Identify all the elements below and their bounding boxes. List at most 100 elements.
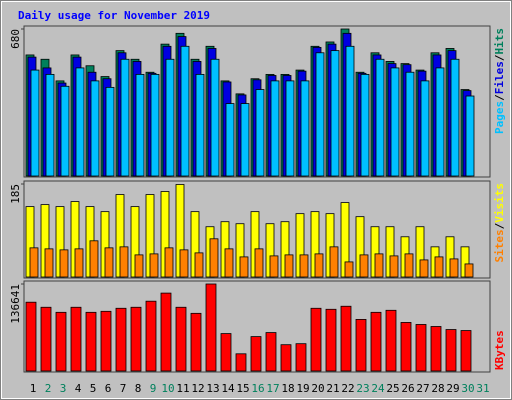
bar xyxy=(445,329,457,372)
bar xyxy=(419,259,429,278)
bar xyxy=(310,307,322,372)
bar xyxy=(235,353,247,372)
bar xyxy=(55,311,67,372)
legend-entry: Sites xyxy=(493,229,506,262)
x-tick-label: 31 xyxy=(476,382,489,395)
bar xyxy=(239,256,249,278)
bar xyxy=(265,332,277,372)
bar xyxy=(210,58,220,177)
x-tick-label: 16 xyxy=(251,382,264,395)
bar xyxy=(374,253,384,278)
bar xyxy=(60,85,70,177)
bar xyxy=(385,309,397,372)
bar xyxy=(209,238,219,278)
bar xyxy=(195,73,205,177)
y-tick-label: 136641 xyxy=(9,284,22,324)
bar xyxy=(325,308,337,372)
bar xyxy=(355,319,367,372)
x-tick-label: 30 xyxy=(461,382,474,395)
x-tick-label: 5 xyxy=(90,382,97,395)
x-tick-label: 21 xyxy=(326,382,339,395)
bar xyxy=(130,306,142,372)
bar xyxy=(270,80,280,177)
bar xyxy=(40,306,52,372)
x-tick-label: 19 xyxy=(296,382,309,395)
legend: Sites/Visits xyxy=(493,183,506,263)
bar xyxy=(465,95,475,177)
bar xyxy=(464,263,474,278)
bar xyxy=(255,89,265,177)
bar xyxy=(85,311,97,372)
x-tick-label: 12 xyxy=(191,382,204,395)
bar xyxy=(115,307,127,372)
bar xyxy=(404,253,414,278)
y-tick-label: 680 xyxy=(9,29,22,49)
bar xyxy=(330,50,340,177)
bar xyxy=(285,80,295,177)
x-tick-label: 23 xyxy=(356,382,369,395)
bar xyxy=(150,73,160,177)
bar xyxy=(375,58,385,177)
x-tick-label: 18 xyxy=(281,382,294,395)
bar xyxy=(74,248,84,278)
bar xyxy=(100,310,112,372)
bar xyxy=(329,246,339,278)
bar xyxy=(160,292,172,372)
bar xyxy=(90,80,100,177)
x-tick-label: 3 xyxy=(60,382,67,395)
bar xyxy=(89,240,99,278)
legend-entry: Hits xyxy=(493,28,506,55)
x-tick-label: 13 xyxy=(206,382,219,395)
x-tick-label: 1 xyxy=(30,382,37,395)
bar xyxy=(405,71,415,177)
bar xyxy=(315,52,325,177)
bar xyxy=(104,247,114,278)
bar xyxy=(135,73,145,177)
bar xyxy=(25,301,37,372)
bar xyxy=(300,80,310,177)
bar xyxy=(164,247,174,278)
bar xyxy=(134,254,144,278)
x-tick-label: 15 xyxy=(236,382,249,395)
x-tick-label: 7 xyxy=(120,382,127,395)
y-tick-label: 185 xyxy=(9,184,22,204)
x-tick-label: 2 xyxy=(45,382,52,395)
chart-title: Daily usage for November 2019 xyxy=(18,9,210,22)
bar xyxy=(340,305,352,372)
bar xyxy=(120,58,130,177)
bar xyxy=(70,306,82,372)
bar xyxy=(59,249,69,278)
bar xyxy=(190,312,202,372)
x-tick-label: 11 xyxy=(176,382,189,395)
x-tick-label: 17 xyxy=(266,382,279,395)
bar xyxy=(119,246,129,278)
x-tick-label: 29 xyxy=(446,382,459,395)
x-tick-label: 8 xyxy=(135,382,142,395)
bar xyxy=(450,58,460,177)
bar xyxy=(149,253,159,278)
bar xyxy=(29,247,39,278)
x-tick-label: 25 xyxy=(386,382,399,395)
bar xyxy=(434,256,444,278)
bar xyxy=(280,344,292,372)
legend-entry: Pages xyxy=(493,101,506,134)
bar xyxy=(179,249,189,278)
bar xyxy=(449,258,459,278)
legend-entry: Files xyxy=(493,61,506,94)
x-tick-label: 24 xyxy=(371,382,385,395)
bar xyxy=(344,261,354,278)
x-tick-label: 27 xyxy=(416,382,429,395)
bar xyxy=(145,300,157,372)
bar xyxy=(220,333,232,372)
bar xyxy=(225,103,235,177)
bar xyxy=(269,255,279,278)
bar xyxy=(389,255,399,278)
x-tick-label: 20 xyxy=(311,382,324,395)
bar xyxy=(299,254,309,278)
bar xyxy=(205,283,217,372)
legend-separator: / xyxy=(493,222,506,229)
bar xyxy=(224,248,234,278)
bar xyxy=(460,330,472,372)
bar xyxy=(250,336,262,372)
